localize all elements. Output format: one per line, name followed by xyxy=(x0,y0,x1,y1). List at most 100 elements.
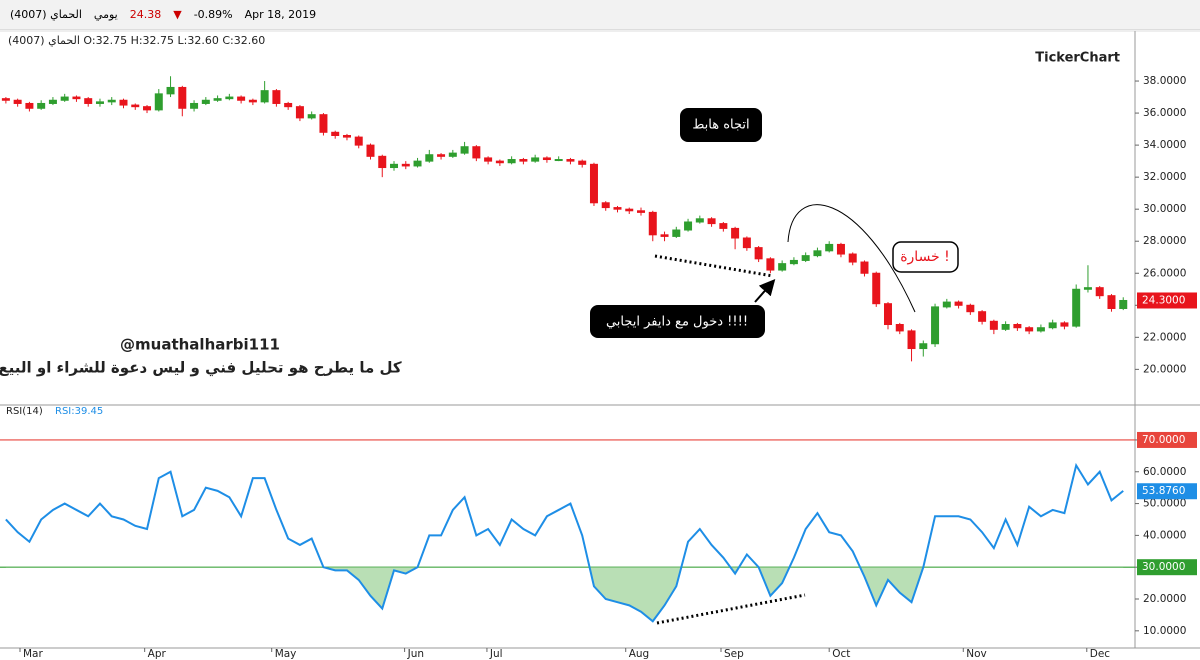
candle-body xyxy=(37,102,46,109)
x-tick-label: Mar xyxy=(23,648,43,660)
candle-body xyxy=(460,146,469,154)
candle-body xyxy=(413,160,422,167)
disclaimer: كل ما يطرح هو تحليل فني و ليس دعوة للشرا… xyxy=(0,359,402,377)
x-tick-label: Sep xyxy=(724,648,744,660)
candle-body xyxy=(566,159,575,162)
candle-body xyxy=(648,211,657,236)
brand: TickerChart xyxy=(1035,51,1120,66)
candle-body xyxy=(836,243,845,255)
candle-body xyxy=(766,258,775,271)
candle-body xyxy=(213,98,222,101)
candle-body xyxy=(589,163,598,204)
value-box-label: 30.0000 xyxy=(1142,561,1185,573)
candle-body xyxy=(660,234,669,237)
candle-body xyxy=(178,86,187,109)
candle-body xyxy=(13,99,22,104)
candle-body xyxy=(884,303,893,326)
candle-body xyxy=(1083,287,1092,290)
x-tick-label: Jul xyxy=(489,648,503,660)
note-box xyxy=(590,305,765,338)
candle-body xyxy=(848,253,857,263)
candle-body xyxy=(143,106,152,111)
rsi-line xyxy=(5,462,1124,623)
candle-body xyxy=(601,202,610,209)
candle-body xyxy=(754,247,763,260)
candle-body xyxy=(1001,324,1010,330)
candle-body xyxy=(542,157,551,161)
candle-body xyxy=(154,93,163,111)
value-box xyxy=(1137,559,1197,576)
candle-body xyxy=(72,96,81,100)
candle-body xyxy=(201,99,210,104)
candle-body xyxy=(578,160,587,165)
candle-body xyxy=(625,208,634,212)
candle-body xyxy=(237,96,246,101)
x-tick-label: Aug xyxy=(629,648,650,660)
candle-body xyxy=(554,159,563,162)
candle-body xyxy=(119,99,128,106)
y-tick-label: 38.0000 xyxy=(1143,75,1186,87)
candle-body xyxy=(742,237,751,249)
value-box xyxy=(1137,483,1197,500)
candle-body xyxy=(1025,327,1034,332)
candle-body xyxy=(131,104,140,108)
header: الحماي (4007) يومي 24.38 ▼ -0.89% Apr 18… xyxy=(0,0,1200,30)
candle-body xyxy=(378,155,387,169)
candle-body xyxy=(248,99,257,103)
note: اتجاه هابط xyxy=(692,118,749,133)
candle-body xyxy=(872,272,881,305)
x-tick-label: Apr xyxy=(148,648,167,660)
value-box xyxy=(1137,292,1197,309)
candle-body xyxy=(637,210,646,213)
oversold-area xyxy=(5,567,1124,622)
note-box xyxy=(892,241,959,273)
candle-body xyxy=(907,330,916,350)
candle-body xyxy=(519,159,528,162)
candle-body xyxy=(789,259,798,265)
arc xyxy=(787,204,916,313)
candle-body xyxy=(825,243,834,252)
candle-body xyxy=(319,114,328,133)
candle-body xyxy=(507,159,516,164)
candle-body xyxy=(1013,324,1022,329)
candle-body xyxy=(48,99,57,104)
divergence-line xyxy=(656,593,806,625)
y-tick-label: 34.0000 xyxy=(1143,139,1186,151)
change: -0.89% xyxy=(193,8,233,21)
period: يومي xyxy=(93,8,118,21)
candle-body xyxy=(107,99,116,103)
candle-body xyxy=(1107,295,1116,309)
candle-body xyxy=(1060,322,1069,327)
candle-body xyxy=(860,261,869,274)
x-tick-label: Jun xyxy=(407,648,424,660)
candle-body xyxy=(978,311,987,322)
candle-body xyxy=(331,131,340,137)
candle-body xyxy=(966,304,975,313)
candle-body xyxy=(707,218,716,225)
candle-body xyxy=(719,223,728,229)
candle-body xyxy=(307,114,316,119)
y-tick-label: 32.0000 xyxy=(1143,171,1186,183)
x-tick-label: May xyxy=(275,648,297,660)
candle-body xyxy=(1,98,10,101)
candle-body xyxy=(95,101,104,104)
x-tick-label: Oct xyxy=(832,648,850,660)
candle-body xyxy=(895,324,904,332)
candle-body xyxy=(695,218,704,223)
rsi-value: RSI:39.45 xyxy=(55,406,103,417)
date: Apr 18, 2019 xyxy=(244,8,317,21)
y-tick-label: 60.0000 xyxy=(1143,466,1186,478)
info: الحماي (4007) O:32.75 H:32.75 L:32.60 C:… xyxy=(8,34,265,47)
candle-body xyxy=(390,163,399,169)
y-tick-label: 10.0000 xyxy=(1143,625,1186,637)
candle-body xyxy=(366,144,375,157)
note: خسارة ! xyxy=(900,249,950,265)
symbol: الحماي (4007) xyxy=(10,8,82,21)
value-box-label: 53.8760 xyxy=(1142,485,1185,497)
y-tick-label: 22.0000 xyxy=(1143,331,1186,343)
candle-body xyxy=(272,90,281,104)
arrow: ▼ xyxy=(173,8,182,21)
rsi-title: RSI(14) xyxy=(6,406,43,417)
